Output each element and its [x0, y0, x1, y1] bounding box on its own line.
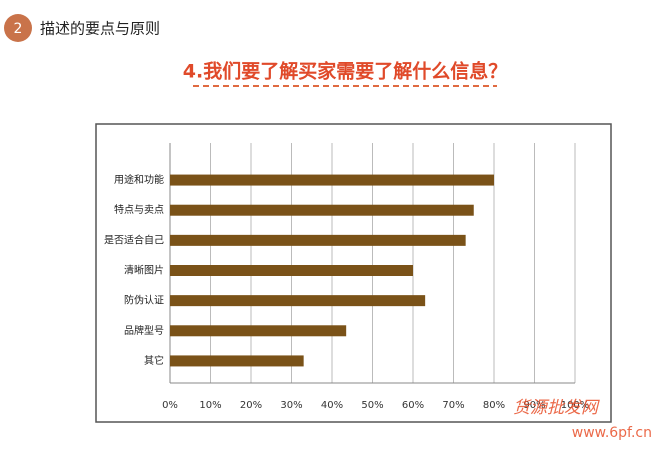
x-tick-label: 90% — [523, 400, 545, 411]
x-tick-label: 10% — [199, 400, 221, 411]
x-tick-label: 20% — [240, 400, 262, 411]
x-tick-label: 40% — [321, 400, 343, 411]
x-tick-label: 60% — [402, 400, 424, 411]
bar — [170, 295, 426, 307]
bar — [170, 265, 413, 276]
bar — [170, 234, 466, 246]
y-tick-label: 是否适合自己 — [104, 233, 164, 246]
bar — [170, 204, 474, 216]
watermark-url: www.6pf.cn — [572, 425, 652, 441]
section-badge — [4, 14, 32, 42]
y-tick-label: 用途和功能 — [114, 173, 164, 186]
plot: 0% 10% 20% 30% 40% 50% 60% 70% 80% 90% 100% 用途和功能特点… — [104, 143, 589, 411]
section-title: 描述的要点与原则 — [40, 20, 160, 38]
x-tick-label: 30% — [280, 400, 302, 411]
x-tick-label: 70% — [442, 400, 464, 411]
y-tick-label: 其它 — [144, 354, 164, 367]
bar — [170, 355, 304, 367]
x-tick-label: 80% — [483, 400, 505, 411]
x-tick-label: 0% — [162, 400, 178, 411]
bar — [170, 174, 494, 186]
y-tick-label: 特点与卖点 — [114, 204, 164, 216]
y-tick-label: 防伪认证 — [124, 294, 164, 307]
section-number: 2 — [14, 21, 23, 37]
x-tick-label: 100% — [561, 400, 590, 411]
bar — [170, 325, 347, 337]
watermark-name: 货源批发网 — [513, 398, 600, 418]
x-tick-label: 50% — [361, 400, 383, 411]
y-tick-label: 清晰图片 — [124, 264, 164, 277]
y-tick-label: 品牌型号 — [124, 324, 164, 337]
chart-title: 4.我们要了解买家需要了解什么信息？ — [183, 60, 507, 83]
